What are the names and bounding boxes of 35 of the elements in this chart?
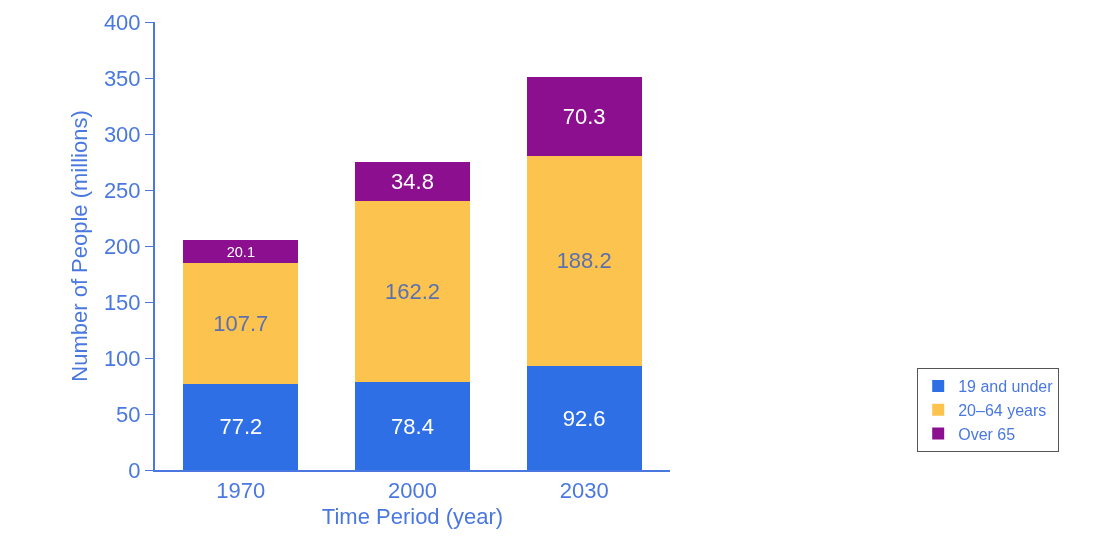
y-tick-label: 150 xyxy=(103,289,141,315)
legend-label: 20–64 years xyxy=(958,402,1047,420)
y-tick-label: 300 xyxy=(103,121,141,147)
x-axis-title: Time Period (year) xyxy=(321,503,504,529)
y-tick-label: 0 xyxy=(128,457,141,483)
y-tick-label: 400 xyxy=(103,9,141,35)
data-label: 188.2 xyxy=(556,248,612,274)
bar xyxy=(526,366,642,470)
bar xyxy=(183,240,299,263)
x-tick-label: 1970 xyxy=(216,478,266,504)
data-label: 78.4 xyxy=(391,413,434,439)
bar xyxy=(183,383,299,470)
bar xyxy=(354,161,471,201)
data-label: 92.6 xyxy=(562,405,606,431)
y-tick-label: 100 xyxy=(103,345,141,371)
data-label: 20.1 xyxy=(226,243,255,260)
data-label: 77.2 xyxy=(219,414,263,440)
y-tick-label: 350 xyxy=(103,65,141,91)
bar xyxy=(354,382,471,470)
bar xyxy=(354,200,471,383)
bar xyxy=(183,262,299,384)
legend-label: Over 65 xyxy=(958,425,1016,443)
y-tick-label: 200 xyxy=(103,233,141,259)
data-label: 70.3 xyxy=(562,103,606,129)
x-tick-label: 2030 xyxy=(559,478,609,504)
bar xyxy=(526,76,642,156)
y-axis-title: Number of People (millions) xyxy=(67,110,93,382)
x-tick-label: 2000 xyxy=(388,478,437,504)
bar xyxy=(526,155,642,367)
legend-label: 19 and under xyxy=(958,378,1054,396)
y-tick-label: 250 xyxy=(103,177,141,203)
data-label: 162.2 xyxy=(384,278,441,304)
data-label: 107.7 xyxy=(213,310,269,336)
y-tick-label: 50 xyxy=(116,401,141,427)
data-label: 34.8 xyxy=(391,168,434,194)
